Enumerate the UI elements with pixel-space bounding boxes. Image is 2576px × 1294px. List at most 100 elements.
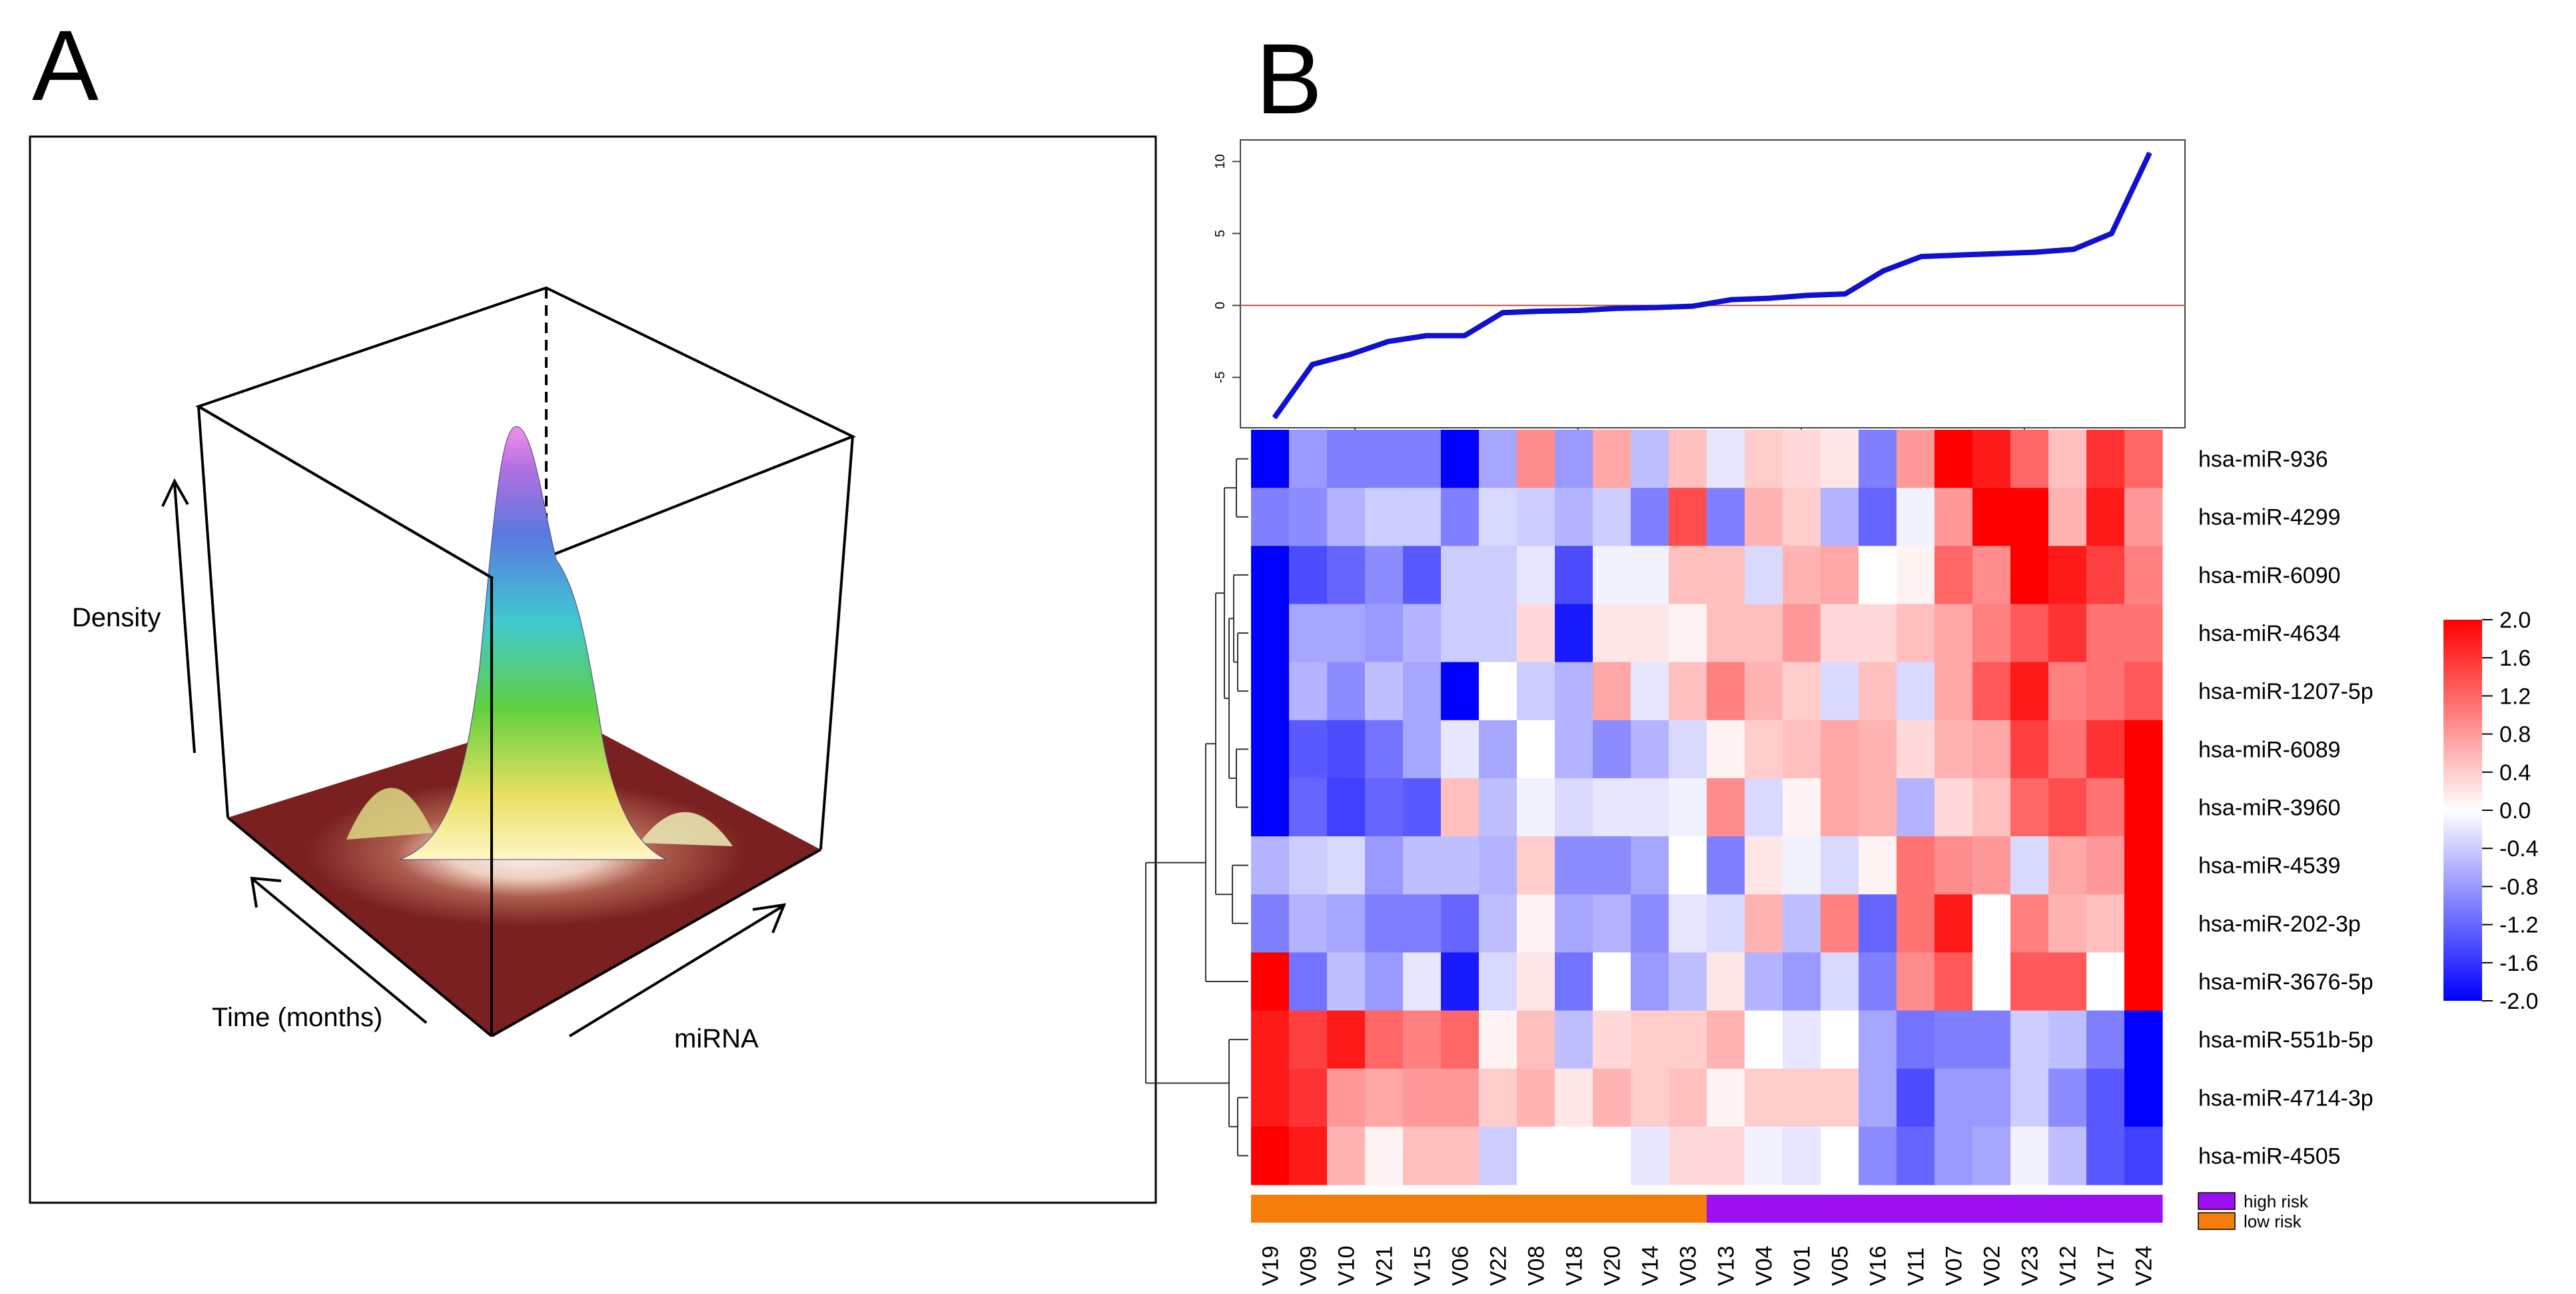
- heatmap-cell: [1479, 894, 1517, 953]
- group-cell-V01: [1783, 1195, 1821, 1223]
- heatmap-cell: [1327, 778, 1366, 837]
- heatmap-cell: [1707, 488, 1745, 546]
- heatmap-cell: [1327, 894, 1366, 953]
- heatmap-cell: [1403, 546, 1442, 605]
- heatmap-cell: [1365, 778, 1404, 837]
- heatmap-cell: [1707, 1126, 1745, 1185]
- heatmap-cell: [2010, 488, 2049, 546]
- heatmap-cell: [2124, 778, 2163, 837]
- group-cell-V12: [2048, 1195, 2087, 1223]
- legend-high-risk-label: high risk: [2244, 1191, 2309, 1211]
- heatmap-cell: [1251, 952, 1290, 1011]
- heatmap-cell: [1479, 720, 1517, 779]
- heatmap-cell: [1972, 604, 2011, 663]
- heatmap-cell: [1821, 894, 1859, 953]
- heatmap-cell: [1593, 720, 1631, 779]
- heatmap-cell: [1289, 720, 1328, 779]
- heatmap-cell: [1251, 836, 1290, 895]
- column-label-V04: V04: [1752, 1246, 1777, 1287]
- heatmap-cell: [2086, 546, 2125, 605]
- heatmap-cell: [1251, 1010, 1290, 1069]
- heatmap-cell: [2124, 488, 2163, 546]
- side-peak-left: [346, 788, 433, 840]
- group-cell-V16: [1859, 1195, 1897, 1223]
- heatmap-cell: [1555, 1010, 1593, 1069]
- risk-ytick-label: -5: [1213, 372, 1228, 384]
- heatmap-cell: [1517, 546, 1555, 605]
- heatmap-cell: [1365, 488, 1404, 546]
- heatmap-cell: [1479, 952, 1517, 1011]
- heatmap-cell: [1593, 952, 1631, 1011]
- heatmap-cell: [1441, 1010, 1480, 1069]
- heatmap-cell: [1365, 894, 1404, 953]
- heatmap-cell: [1745, 1126, 1783, 1185]
- heatmap-cell: [1859, 836, 1897, 895]
- heatmap-cell: [1707, 1010, 1745, 1069]
- heatmap-cell: [1327, 1126, 1366, 1185]
- heatmap-cell: [1327, 720, 1366, 779]
- heatmap-cell: [1972, 1068, 2011, 1127]
- heatmap-cell: [1441, 546, 1480, 605]
- row-label-hsa-miR-936: hsa-miR-936: [2198, 447, 2328, 472]
- heatmap-cell: [1707, 778, 1745, 837]
- heatmap-cell: [1289, 1126, 1328, 1185]
- heatmap-cell: [1669, 604, 1707, 663]
- heatmap-cell: [1821, 430, 1859, 488]
- heatmap-cell: [1631, 952, 1669, 1011]
- heatmap-cell: [1479, 1126, 1517, 1185]
- risk-point-V18: [1578, 309, 1580, 311]
- heatmap-cell: [1289, 1010, 1328, 1069]
- heatmap-column-labels: V19 V09 V10 V21 V15 V06 V22 V08 V18 V20 V14 V03 V13 V…: [1258, 1246, 2157, 1287]
- heatmap-cell: [1251, 778, 1290, 837]
- colorbar-tick-label: 1.2: [2499, 684, 2531, 709]
- box-edge-bottom-left: [226, 816, 493, 1037]
- heatmap-cell: [1251, 894, 1290, 953]
- heatmap-cell: [2048, 894, 2087, 953]
- heatmap-cell: [1251, 662, 1290, 721]
- group-cell-V15: [1403, 1195, 1442, 1223]
- panel-a-label: A: [32, 9, 99, 121]
- heatmap-cell: [1403, 1068, 1442, 1127]
- colorbar-tick-label: 0.0: [2499, 798, 2531, 824]
- heatmap-cell: [1897, 546, 1935, 605]
- heatmap-cell: [1745, 546, 1783, 605]
- heatmap-cell: [1365, 1068, 1404, 1127]
- heatmap-cell: [1972, 662, 2011, 721]
- heatmap-cell: [1403, 604, 1442, 663]
- heatmap-cell: [1403, 952, 1442, 1011]
- heatmap-cell: [1707, 604, 1745, 663]
- group-cell-V23: [2010, 1195, 2049, 1223]
- heatmap-cell: [1289, 894, 1328, 953]
- heatmap-cell: [1972, 720, 2011, 779]
- heatmap-cell: [1593, 662, 1631, 721]
- column-label-V07: V07: [1942, 1246, 1967, 1287]
- heatmap-cell: [1745, 952, 1783, 1011]
- heatmap-cell: [1251, 604, 1290, 663]
- heatmap-cell: [2124, 1126, 2163, 1185]
- heatmap-cell: [2010, 1126, 2049, 1185]
- heatmap-cell: [2048, 488, 2087, 546]
- legend-low-risk-swatch: [2198, 1212, 2236, 1230]
- heatmap-cell: [1707, 836, 1745, 895]
- heatmap-cell: [2048, 1126, 2087, 1185]
- heatmap-cell: [1821, 952, 1859, 1011]
- heatmap-cell: [1479, 430, 1517, 488]
- column-label-V01: V01: [1790, 1246, 1815, 1287]
- heatmap-cell: [1479, 662, 1517, 721]
- density-arrow: [161, 478, 196, 754]
- heatmap-cell: [2048, 778, 2087, 837]
- heatmap-cell: [1403, 836, 1442, 895]
- heatmap-cell: [1821, 836, 1859, 895]
- heatmap-cell: [1593, 1126, 1631, 1185]
- heatmap-cell: [1365, 604, 1404, 663]
- heatmap-cell: [1441, 952, 1480, 1011]
- heatmap-cell: [1289, 662, 1328, 721]
- heatmap-cell: [1859, 1010, 1897, 1069]
- heatmap-cell: [1934, 1126, 1973, 1185]
- colorbar-ticks: 2.0 1.6 1.2 0.8 0.4 0.0 -0.4 -0.8 -1.2 -1.6 -2.0: [2482, 608, 2539, 1014]
- risk-point-V09: [1312, 363, 1314, 365]
- heatmap-cell: [2086, 952, 2125, 1011]
- heatmap-cell: [1745, 1068, 1783, 1127]
- mirna-axis-label: miRNA: [674, 1024, 759, 1053]
